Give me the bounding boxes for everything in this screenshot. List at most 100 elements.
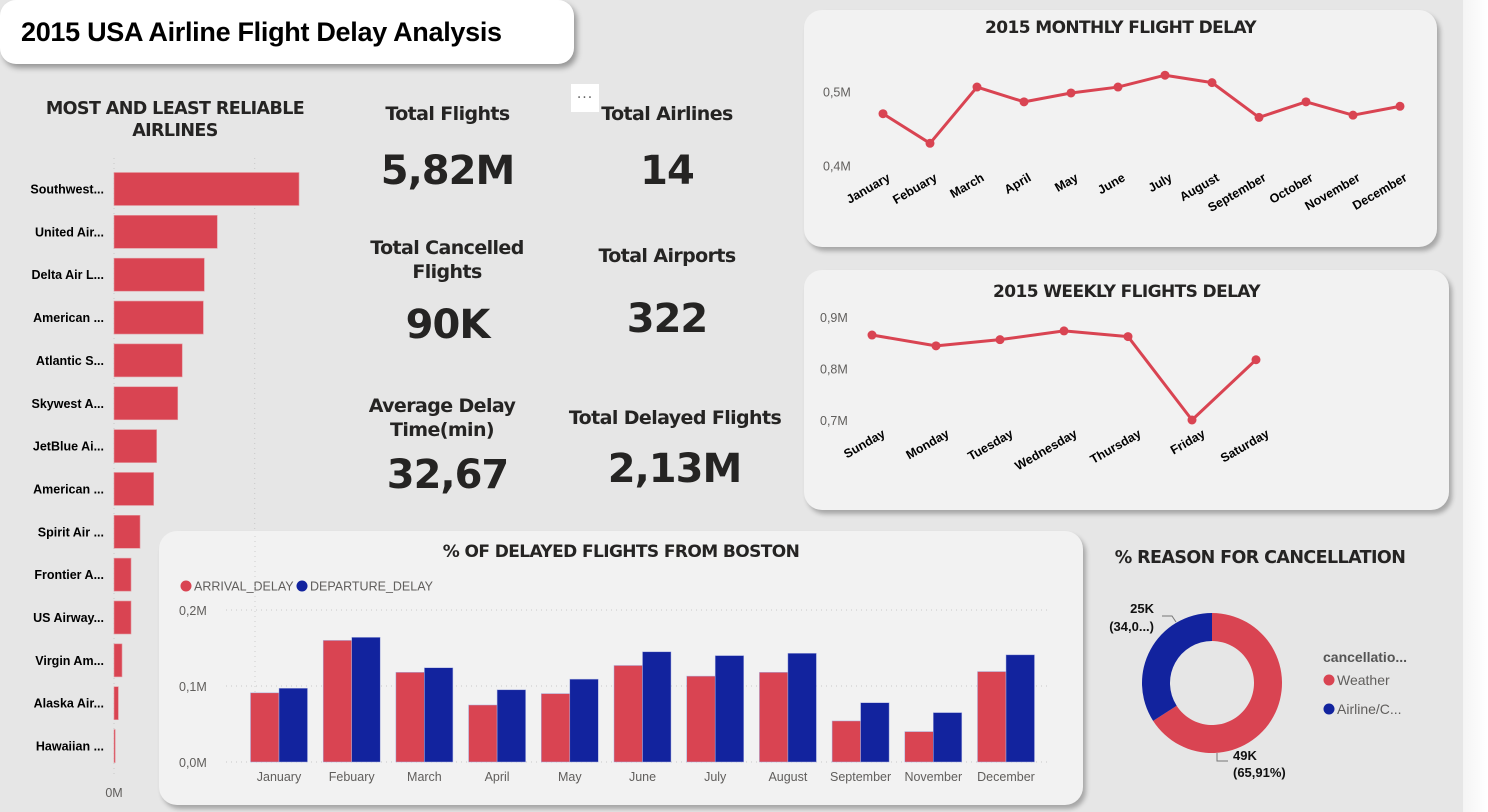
bar-category-label: Delta Air L...: [32, 268, 104, 282]
bar-departure: [860, 702, 890, 763]
bar-departure: [496, 689, 526, 763]
x-category-label: January: [844, 170, 893, 206]
data-point: [1207, 78, 1217, 88]
data-point: [1251, 355, 1261, 365]
x-category-label: Monday: [904, 426, 952, 462]
x-tick-label: 0M: [105, 786, 122, 800]
bar-departure: [1005, 654, 1035, 763]
bar-arrival: [904, 731, 934, 763]
x-category-label: November: [904, 770, 962, 784]
series-line: [882, 73, 1401, 145]
x-category-label: June: [1095, 170, 1127, 197]
data-point: [1059, 326, 1069, 336]
x-category-label: Friday: [1168, 426, 1208, 457]
data-label-value: 25K: [1130, 601, 1154, 616]
bar-departure: [569, 678, 599, 763]
data-point: [972, 82, 982, 92]
data-point: [1254, 112, 1264, 122]
data-point: [1301, 97, 1311, 107]
more-options-button[interactable]: ...: [571, 84, 599, 112]
data-point: [1113, 82, 1123, 92]
weekly-delay-chart: 0,7M 0,8M 0,9M Sunday Monday TuesdayWednesday…: [820, 311, 1272, 473]
bar: [113, 729, 116, 763]
y-tick-label: 0,9M: [820, 311, 848, 325]
cancellation-donut-chart: 49K (65,91%) 25K (34,0...) cancellatio... Wea…: [1109, 601, 1407, 780]
bar-departure: [351, 637, 381, 763]
x-category-label: Tuesday: [965, 426, 1015, 463]
legend-dot-arrival: [180, 580, 192, 592]
page-edge: [1463, 0, 1488, 812]
x-category-label: April: [1002, 170, 1034, 196]
bar-category-label: Skywest A...: [32, 397, 105, 411]
leader-line: [1162, 615, 1177, 623]
donut-slice: [1153, 613, 1282, 753]
y-tick-label: 0,2M: [179, 604, 207, 618]
legend-label-airline: Airline/C...: [1337, 701, 1402, 717]
bar-departure: [933, 712, 963, 763]
kpi-cancelled-flights-value: 90K: [405, 302, 491, 348]
title-card: 2015 USA Airline Flight Delay Analysis: [0, 0, 574, 64]
series-line: [871, 329, 1258, 422]
data-point: [931, 341, 941, 351]
x-category-label: May: [558, 770, 582, 784]
weekly-delay-title: 2015 WEEKLY FLIGHTS DELAY: [993, 282, 1261, 302]
bar-category-label: Virgin Am...: [35, 654, 104, 668]
y-tick-label: 0,0M: [179, 756, 207, 770]
x-category-label: Wednesday: [1013, 426, 1080, 473]
y-tick-label: 0,7M: [820, 414, 848, 428]
bar: [113, 643, 123, 678]
donut-slice: [1142, 613, 1212, 721]
bar-departure: [714, 655, 744, 763]
x-category-label: March: [948, 170, 987, 201]
bar-category-label: American ...: [33, 311, 104, 325]
x-category-label: September: [830, 770, 891, 784]
legend-dot-weather: [1323, 674, 1335, 686]
data-label-percent: (34,0...): [1109, 619, 1154, 634]
data-label-value: 49K: [1233, 748, 1257, 763]
reliable-airlines-title: MOST AND LEAST RELIABLE AIRLINES: [45, 99, 305, 141]
bar-arrival: [541, 693, 571, 763]
x-category-label: June: [629, 770, 656, 784]
x-category-label: August: [768, 770, 807, 784]
data-point: [925, 138, 935, 148]
x-category-label: Febuary: [890, 170, 939, 206]
bar-category-label: US Airway...: [33, 611, 104, 625]
data-point: [1066, 88, 1076, 98]
y-tick-label: 0,1M: [179, 680, 207, 694]
legend-title: cancellatio...: [1323, 649, 1407, 665]
legend-label-arrival: ARRIVAL_DELAY: [194, 580, 294, 594]
bar: [113, 514, 141, 549]
kpi-total-airports-value: 322: [626, 296, 709, 342]
bar-arrival: [759, 672, 789, 763]
bar: [113, 300, 204, 335]
bar-category-label: Alaska Air...: [34, 697, 104, 711]
bar-category-label: Southwest...: [30, 183, 104, 197]
kpi-total-airports-label: Total Airports: [598, 245, 736, 267]
data-point: [1123, 332, 1133, 342]
data-label-percent: (65,91%): [1233, 765, 1286, 780]
bar: [113, 557, 132, 592]
kpi-delayed-flights-value: 2,13M: [607, 446, 743, 492]
bar-arrival: [468, 704, 498, 763]
x-category-label: July: [704, 770, 727, 784]
kpi-total-airlines-value: 14: [640, 148, 695, 194]
legend-label-departure: DEPARTURE_DELAY: [310, 580, 434, 594]
bar: [113, 600, 132, 635]
bar-departure: [278, 688, 308, 763]
bar: [113, 215, 218, 249]
data-point: [1348, 110, 1358, 120]
bar-departure: [787, 653, 817, 763]
bar-arrival: [613, 665, 643, 763]
x-category-label: April: [485, 770, 510, 784]
page-title: 2015 USA Airline Flight Delay Analysis: [21, 17, 502, 47]
kpi-cancelled-flights-label: Total Cancelled Flights: [370, 237, 524, 283]
bar-arrival: [395, 672, 425, 763]
cancellation-title: % REASON FOR CANCELLATION: [1114, 548, 1406, 568]
legend-dot-departure: [296, 580, 308, 592]
y-tick-label: 0,4M: [823, 160, 851, 174]
monthly-delay-title: 2015 MONTHLY FLIGHT DELAY: [985, 18, 1257, 38]
bar-arrival: [322, 640, 352, 763]
kpi-total-airlines-label: Total Airlines: [601, 103, 733, 125]
kpi-total-flights-label: Total Flights: [385, 103, 510, 125]
kpi-delayed-flights-label: Total Delayed Flights: [568, 407, 782, 429]
